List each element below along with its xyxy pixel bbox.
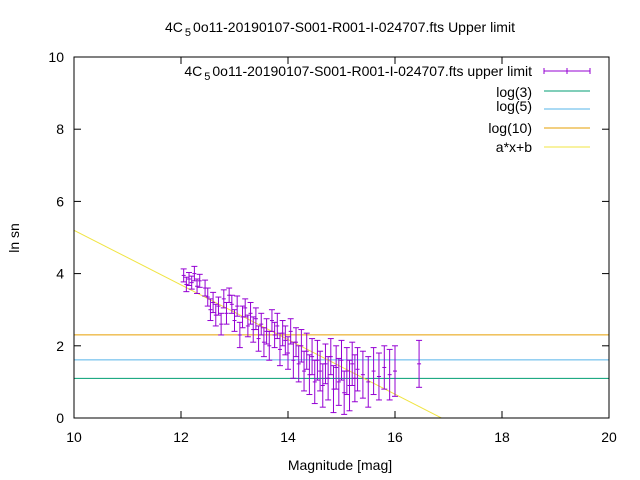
x-tick-label-14: 14 [280, 429, 296, 445]
data-point-67 [370, 347, 377, 396]
data-point-20 [236, 321, 243, 349]
data-point-58 [338, 339, 345, 381]
data-point-51 [319, 363, 326, 408]
data-point-32 [268, 309, 275, 332]
data-point-41 [293, 327, 300, 358]
data-point-4 [191, 265, 198, 282]
y-tick-label-2: 2 [56, 338, 64, 354]
y-tick-label-0: 0 [56, 410, 64, 426]
data-point-44 [301, 350, 308, 392]
data-point-43 [298, 329, 305, 363]
data-point-63 [351, 354, 358, 403]
data-point-8 [204, 287, 211, 307]
data-point-62 [349, 341, 356, 387]
data-point-57 [335, 357, 342, 406]
plot-frame [73, 56, 610, 419]
legend-label-points-suffix: 0o11-20190107-S001-R001-I-024707.fts upp… [212, 63, 532, 79]
data-point-47 [309, 338, 316, 376]
y-axis-label: ln sn [6, 223, 22, 253]
x-axis-label: Magnitude [mag] [288, 457, 392, 473]
legend-label-points: 4C 5 0o11-20190107-S001-R001-I-024707.fts … [184, 63, 532, 83]
data-point-48 [311, 359, 318, 405]
plot-area [74, 229, 609, 418]
data-point-6 [196, 273, 203, 288]
data-point-34 [274, 312, 281, 340]
data-point-2 [186, 272, 193, 287]
data-point-68 [375, 352, 382, 401]
data-point-52 [322, 343, 329, 385]
y-tick-label-8: 8 [56, 121, 64, 137]
data-point-12 [215, 296, 222, 316]
chart-title: 4C 5 0o11-20190107-S001-R001-I-024707.fts … [165, 19, 515, 39]
x-tick-label-16: 16 [387, 429, 403, 445]
data-point-19 [234, 295, 241, 317]
data-point-1 [183, 276, 190, 293]
legend-label-log3: log(3) [496, 84, 532, 100]
data-point-17 [228, 294, 235, 314]
legend-label-points-subscript: 5 [204, 71, 210, 83]
data-point-66 [365, 356, 372, 408]
legend: 4C 5 0o11-20190107-S001-R001-I-024707.fts … [184, 63, 591, 155]
data-point-5 [194, 278, 201, 294]
legend-label-fit: a*x+b [496, 139, 532, 155]
data-point-23 [244, 314, 251, 338]
legend-label-log10: log(10) [488, 120, 532, 136]
data-point-59 [341, 370, 348, 415]
x-tick-label-20: 20 [601, 429, 617, 445]
data-point-50 [317, 350, 324, 392]
data-point-3 [188, 275, 195, 290]
y-tick-label-4: 4 [56, 266, 64, 282]
data-point-60 [343, 347, 350, 396]
data-point-9 [207, 298, 214, 322]
data-point-22 [242, 298, 249, 318]
data-point-54 [327, 338, 334, 376]
data-point-28 [258, 312, 265, 336]
chart-title-prefix: 4C [165, 19, 183, 35]
data-point-64 [354, 347, 361, 392]
x-tick-label-18: 18 [494, 429, 510, 445]
y-tick-label-10: 10 [48, 49, 64, 65]
data-point-10 [210, 291, 217, 314]
data-point-39 [287, 318, 294, 345]
legend-label-log5: log(5) [496, 98, 532, 114]
data-point-35 [276, 332, 283, 367]
data-point-31 [266, 330, 273, 361]
data-point-14 [220, 289, 227, 309]
axes: 10 12 14 16 18 20 0 2 4 6 8 10 [48, 49, 617, 445]
data-point-0 [180, 268, 187, 283]
chart-title-suffix: 0o11-20190107-S001-R001-I-024707.fts Upp… [193, 19, 515, 35]
data-point-13 [218, 312, 225, 336]
data-point-36 [279, 320, 286, 347]
data-point-38 [285, 336, 291, 370]
legend-label-points-prefix: 4C [184, 63, 202, 79]
data-point-27 [255, 325, 262, 352]
data-point-71 [392, 345, 398, 397]
data-point-18 [231, 309, 238, 332]
x-tick-label-10: 10 [66, 429, 82, 445]
plot-content [74, 229, 609, 418]
data-point-69 [381, 345, 388, 390]
data-point-70 [386, 348, 393, 401]
legend-sample-points [543, 68, 591, 74]
data-point-29 [260, 327, 267, 358]
data-point-49 [314, 339, 321, 381]
data-point-56 [333, 345, 340, 390]
x-tick-label-12: 12 [173, 429, 189, 445]
data-point-37 [282, 325, 289, 356]
data-point-65 [359, 350, 366, 399]
data-point-42 [295, 345, 302, 383]
data-point-45 [303, 332, 310, 370]
data-point-53 [325, 356, 332, 401]
y-tick-label-6: 6 [56, 193, 64, 209]
data-point-24 [247, 301, 254, 325]
data-point-72 [416, 339, 423, 388]
data-point-33 [271, 321, 278, 349]
chart-title-subscript: 5 [185, 27, 191, 39]
data-point-15 [223, 301, 230, 325]
